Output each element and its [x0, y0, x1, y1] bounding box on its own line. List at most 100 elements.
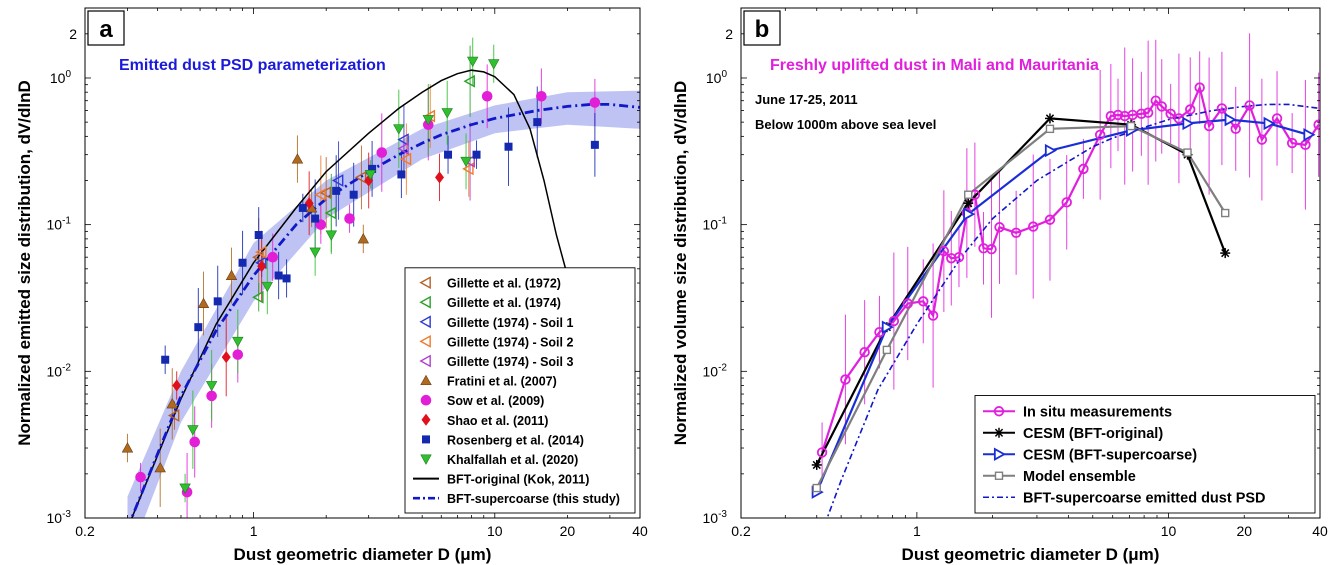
panel-b-xtick-label: 1	[913, 523, 921, 539]
panel-a-point-khalfallah-et-al-2020	[460, 156, 472, 168]
panel-a-point-rosenberg-et-al-2014	[332, 186, 341, 195]
panel-a-point-rosenberg-et-al-2014	[274, 271, 283, 280]
panel-b-xtick-label: 40	[1312, 523, 1328, 539]
panel-b-point-in-situ-measurements	[1165, 108, 1176, 119]
panel-a-legend-entry: Gillette et al. (1972)	[419, 276, 561, 291]
panel-a-point-khalfallah-et-al-2020	[364, 169, 377, 181]
panel-b-point-model-ensemble	[1045, 124, 1055, 134]
panel-b-point-in-situ-measurements	[1142, 107, 1154, 118]
panel-a-axes-frame	[84, 7, 641, 519]
panel-b-legend-label: BFT-supercoarse emitted dust PSD	[1023, 490, 1266, 506]
panel-b-point-in-situ-measurements	[986, 244, 997, 255]
panel-a-point-khalfallah-et-al-2020	[187, 425, 199, 436]
panel-b-legend-marker	[994, 471, 1004, 480]
panel-a-point-khalfallah-et-al-2020	[179, 483, 191, 494]
panel-a-legend-entry: Shao et al. (2011)	[421, 413, 548, 428]
panel-a-legend-marker	[419, 295, 431, 309]
panel-b-point-in-situ-measurements	[1044, 214, 1056, 225]
panel-a-line-bft-original-kok-2011	[130, 69, 569, 518]
panel-b-point-in-situ-measurements	[1136, 108, 1147, 119]
panel-a-title: Emitted dust PSD parameterization	[119, 57, 386, 74]
panel-a-legend-entry: BFT-supercoarse (this study)	[413, 492, 620, 506]
panel-b-point-cesm-bft-original	[811, 459, 822, 470]
panel-a-legend-label: Gillette et al. (1972)	[447, 277, 561, 291]
panel-b-ytick-label: 2	[725, 26, 733, 42]
panel-a-legend: Gillette et al. (1972) Gillette et al. (1…	[404, 267, 636, 514]
panel-a-point-gillette-1974-soil-2	[255, 245, 267, 259]
panel-a-point-fratini-et-al-2007	[225, 269, 238, 280]
panel-b-legend-entry: In situ measurements	[983, 404, 1172, 420]
panel-b-point-in-situ-measurements	[1028, 221, 1039, 232]
panel-a-legend-label: BFT-supercoarse (this study)	[447, 492, 620, 506]
panel-a-legend-entry: Gillette (1974) - Soil 3	[419, 354, 573, 369]
panel-b-xtick-label: 0.2	[731, 523, 751, 539]
panel-b-point-in-situ-measurements	[1286, 137, 1298, 149]
panel-a-legend-marker	[422, 435, 430, 444]
panel-a-point-rosenberg-et-al-2014	[213, 297, 222, 306]
panel-a-point-fratini-et-al-2007	[357, 233, 370, 244]
panel-b-ytick-exponent: 0	[721, 69, 727, 80]
panel-b-legend-marker	[993, 406, 1005, 417]
panel-a-point-fratini-et-al-2007	[197, 297, 210, 308]
panel-a-point-fratini-et-al-2007	[121, 442, 134, 453]
panel-b-legend-label: In situ measurements	[1023, 404, 1172, 420]
panel-b-legend-box	[974, 395, 1316, 514]
panel-a-xtick-label: 20	[560, 523, 576, 539]
panel-b-legend-marker-stroke	[994, 428, 1004, 437]
panel-b-xtick-label: 10	[1161, 523, 1177, 539]
panel-a-legend-entry: Gillette (1974) - Soil 1	[419, 315, 573, 330]
panel-b-point-in-situ-measurements	[953, 251, 965, 263]
panel-a-point-khalfallah-et-al-2020	[232, 336, 244, 348]
panel-a-xtick-label: 40	[632, 523, 648, 539]
panel-a-point-gillette-1974-soil-2	[399, 152, 412, 166]
panel-b-legend-entry: Model ensemble	[983, 469, 1136, 485]
panel-a-xtick-label: 1	[250, 523, 258, 539]
panel-a-legend-label: Gillette (1974) - Soil 1	[447, 316, 573, 330]
panel-a-point-gillette-1974-soil-1	[397, 133, 409, 147]
panel-b-ytick-label: 10-2	[703, 362, 728, 379]
panel-a-ylabel: Normalized emitted size distribution, dV…	[15, 80, 34, 446]
panel-a-point-sow-et-al-2009	[481, 91, 493, 102]
panel-b-point-model-ensemble	[1220, 208, 1230, 218]
panel-a-point-khalfallah-et-al-2020	[422, 115, 434, 126]
panel-a-point-rosenberg-et-al-2014	[368, 164, 377, 173]
panel-a-xtick-label: 0.2	[75, 523, 95, 539]
panel-b-point-in-situ-measurements	[918, 296, 929, 307]
panel-a-point-gillette-1974-soil-2	[462, 162, 474, 176]
panel-b-point-in-situ-measurements	[927, 310, 939, 321]
panel-a-legend-marker	[419, 354, 431, 368]
panel-b-point-cesm-bft-original-stroke	[1045, 114, 1055, 123]
panel-b-annotation: June 17-25, 2011	[755, 92, 858, 107]
panel-a-point-khalfallah-et-al-2020	[441, 108, 453, 119]
panel-b-legend-entry: CESM (BFT-original)	[983, 426, 1163, 442]
panel-b-ytick-label: 100	[706, 69, 728, 86]
panel-b-point-in-situ-measurements	[994, 222, 1005, 233]
panel-b-point-cesm-bft-original-stroke	[1221, 248, 1230, 258]
panel-a-legend-box	[404, 267, 636, 514]
panel-b-point-in-situ-measurements	[816, 447, 828, 458]
panel-a-xtick-label: 10	[487, 523, 503, 539]
panel-a-point-khalfallah-et-al-2020	[325, 230, 338, 241]
panel-b-point-model-ensemble	[882, 345, 892, 355]
panel-a-ytick-base: 10	[47, 510, 63, 526]
panel-b-ytick-base: 10	[706, 70, 722, 86]
panel-a-legend-entry: Sow et al. (2009)	[420, 394, 544, 408]
panel-a-point-rosenberg-et-al-2014	[349, 190, 358, 199]
panel-a-point-fratini-et-al-2007	[291, 153, 304, 164]
panel-b-point-cesm-bft-original-stroke	[964, 199, 973, 208]
panel-a-point-gillette-et-al-1974	[463, 74, 475, 88]
panel-b-ytick-base: 10	[703, 363, 719, 379]
panel-b-point-in-situ-measurements	[1300, 139, 1311, 151]
panel-b-point-in-situ-measurements	[938, 245, 950, 257]
panel-a-legend-entry: Gillette (1974) - Soil 2	[419, 335, 573, 349]
panel-a-point-rosenberg-et-al-2014	[161, 355, 170, 364]
panel-b-point-cesm-bft-original	[963, 198, 974, 209]
panel-a-legend-entry: Gillette et al. (1974)	[419, 295, 561, 310]
panel-b-point-cesm-bft-supercoarse	[1263, 116, 1276, 131]
panel-a-legend-marker	[421, 413, 431, 426]
panel-b-legend-label: CESM (BFT-original)	[1023, 426, 1163, 442]
panel-a-point-gillette-et-al-1972	[354, 171, 367, 184]
panel-b-point-model-ensemble	[1126, 121, 1136, 131]
